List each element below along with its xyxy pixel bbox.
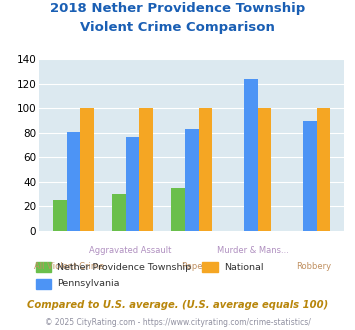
Bar bbox=[303, 121, 317, 231]
Bar bbox=[53, 200, 66, 231]
Bar bbox=[126, 137, 139, 231]
Text: Violent Crime Comparison: Violent Crime Comparison bbox=[80, 21, 275, 34]
Text: 2018 Nether Providence Township: 2018 Nether Providence Township bbox=[50, 2, 305, 15]
Text: All Violent Crime: All Violent Crime bbox=[34, 262, 105, 271]
Text: Compared to U.S. average. (U.S. average equals 100): Compared to U.S. average. (U.S. average … bbox=[27, 300, 328, 310]
Text: Rape: Rape bbox=[181, 262, 202, 271]
Bar bbox=[80, 109, 94, 231]
Bar bbox=[139, 109, 153, 231]
Text: Murder & Mans...: Murder & Mans... bbox=[217, 246, 289, 255]
Bar bbox=[244, 79, 258, 231]
Text: Robbery: Robbery bbox=[296, 262, 331, 271]
Bar bbox=[258, 109, 271, 231]
Bar bbox=[185, 129, 198, 231]
Text: National: National bbox=[224, 263, 263, 272]
Text: Nether Providence Township: Nether Providence Township bbox=[57, 263, 191, 272]
Bar bbox=[317, 109, 331, 231]
Text: © 2025 CityRating.com - https://www.cityrating.com/crime-statistics/: © 2025 CityRating.com - https://www.city… bbox=[45, 318, 310, 327]
Text: Aggravated Assault: Aggravated Assault bbox=[89, 246, 172, 255]
Bar bbox=[171, 188, 185, 231]
Bar bbox=[112, 194, 126, 231]
Bar bbox=[198, 109, 212, 231]
Text: Pennsylvania: Pennsylvania bbox=[57, 279, 119, 288]
Bar bbox=[66, 132, 80, 231]
